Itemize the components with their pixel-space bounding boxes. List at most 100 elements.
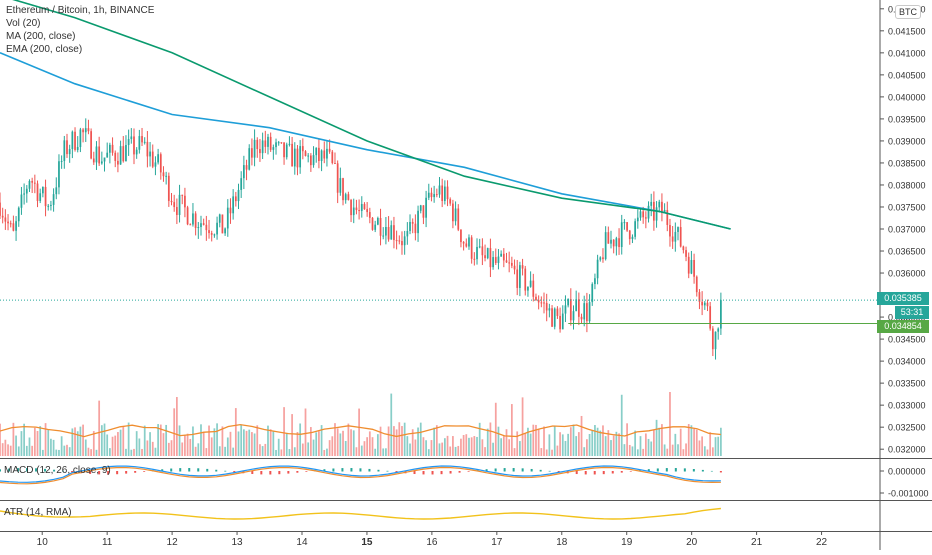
volume-bar (693, 429, 695, 456)
legend-ema: EMA (200, close) (6, 44, 83, 55)
volume-bar (690, 425, 693, 456)
volume-bar (497, 426, 500, 456)
candle-body (205, 224, 208, 231)
candle-body (371, 217, 374, 230)
macd-histogram-bar (431, 471, 434, 475)
volume-bar (350, 429, 352, 456)
candle-body (478, 246, 481, 248)
volume-bar (623, 444, 626, 456)
candle-body (714, 331, 717, 350)
macd-histogram-bar (656, 468, 659, 472)
y-tick-label: 0.040500 (888, 70, 926, 80)
volume-bar (259, 444, 261, 456)
volume-bar (74, 427, 76, 456)
macd-histogram-bar (8, 468, 11, 472)
candle-body (366, 209, 369, 213)
candle-body (677, 227, 679, 232)
volume-bar (674, 433, 677, 456)
volume-bar (510, 404, 513, 456)
sub-panes (0, 465, 722, 520)
macd-histogram-bar (584, 471, 587, 475)
volume-bar (580, 415, 583, 456)
volume-bar (66, 444, 68, 456)
candle-body (655, 207, 658, 221)
candle-body (47, 205, 50, 207)
candle-body (674, 231, 677, 242)
volume-bar (543, 426, 545, 456)
macd-histogram-bar (224, 470, 227, 472)
macd-line (0, 465, 721, 483)
volume-bar (178, 425, 181, 456)
volume-bar (709, 432, 712, 456)
y-tick-label: 0.037000 (888, 225, 926, 235)
candle-body (569, 299, 572, 321)
volume-bar (68, 447, 71, 456)
candle-body (7, 221, 9, 224)
volume-bar (31, 445, 34, 456)
volume-bar (382, 448, 385, 456)
volume-bar (7, 444, 9, 456)
macd-histogram-bar (620, 471, 623, 473)
volume-bar (532, 424, 535, 456)
volume-bar (642, 448, 645, 456)
candle-body (259, 149, 261, 154)
volume-bar (251, 432, 253, 456)
candle-body (401, 241, 403, 246)
candle-body (100, 161, 103, 164)
macd-histogram-bar (611, 471, 614, 474)
volume-bar (363, 441, 366, 456)
candle-body (387, 227, 390, 240)
macd-histogram-bar (674, 468, 677, 472)
volume-bar (720, 427, 722, 456)
volume-bar (114, 435, 117, 456)
volume-bar (17, 446, 20, 456)
macd-histogram-bar (98, 471, 101, 475)
currency-badge[interactable]: BTC (895, 5, 921, 19)
candle-body (138, 136, 141, 150)
candle-body (240, 178, 243, 190)
x-tick-label: 18 (556, 537, 568, 548)
ma-200-line (0, 52, 731, 230)
volume-bar (575, 436, 578, 456)
candle-body (355, 207, 358, 211)
volume-bar (551, 449, 553, 456)
volume-bar (714, 437, 717, 456)
candle-body (106, 152, 109, 158)
candle-body (245, 165, 248, 170)
y-tick-label: 0.036000 (888, 269, 926, 279)
candle-body (433, 194, 436, 198)
volume-bar (462, 435, 465, 456)
candle-body (577, 299, 580, 317)
candle-body (452, 203, 454, 222)
volume-bar (234, 408, 237, 456)
volume-bar (47, 429, 50, 456)
volume-bar (285, 433, 288, 456)
volume-bar (489, 422, 492, 456)
macd-histogram-bar (530, 468, 533, 472)
candle-body (157, 154, 159, 163)
volume-bar (135, 431, 138, 456)
macd-label: MACD (12, 26, close, 9) (4, 465, 111, 476)
candle-body (210, 233, 213, 235)
candle-body (167, 175, 170, 201)
candle-body (454, 208, 457, 222)
volume-bar (486, 428, 489, 456)
volume-bar (4, 439, 7, 456)
level-price-tag: 0.034854 (877, 320, 929, 333)
x-tick-label: 21 (751, 537, 763, 548)
volume-bar (60, 436, 63, 456)
volume-bar (682, 449, 685, 456)
volume-bar (216, 423, 218, 456)
candle-body (95, 146, 98, 163)
candle-body (125, 145, 127, 162)
volume-bar (502, 436, 505, 456)
candle-body (465, 243, 468, 247)
candle-body (556, 308, 559, 316)
y-tick-label: 0.033500 (888, 379, 926, 389)
candle-body (133, 136, 135, 155)
volume-ma-line (0, 423, 721, 438)
candle-body (275, 142, 277, 148)
volume-bar (527, 427, 529, 456)
